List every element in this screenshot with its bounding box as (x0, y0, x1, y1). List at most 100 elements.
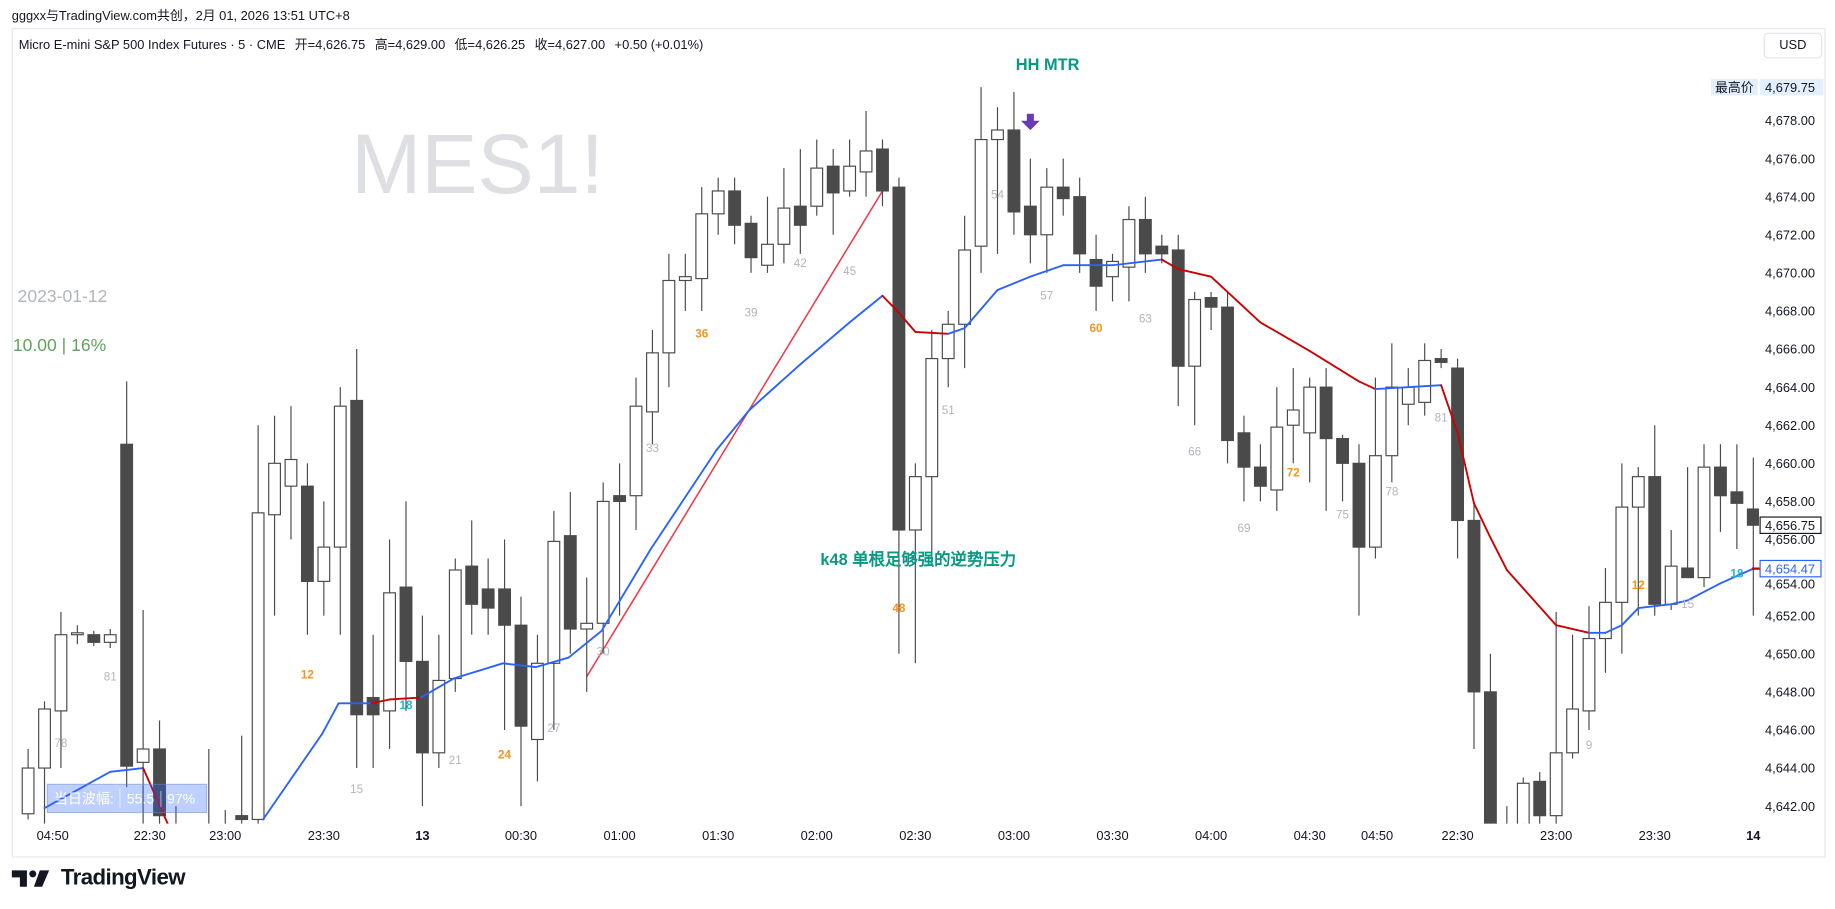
candle (284, 406, 298, 540)
time-tick-label: 14 (1746, 828, 1761, 843)
candle-body (1056, 186, 1070, 200)
candle (87, 630, 101, 647)
candle-body (777, 207, 791, 245)
candle-body (531, 662, 544, 741)
candle-body (120, 443, 134, 767)
candle-body (1237, 432, 1251, 468)
candle (1056, 158, 1070, 216)
bar-count-label: 24 (498, 749, 512, 762)
candle-body (284, 458, 298, 487)
moving-average-segment (1358, 380, 1377, 390)
moving-average-segment (321, 702, 340, 735)
candle-body (1516, 782, 1530, 824)
candle (268, 415, 281, 616)
candle-body (300, 485, 314, 582)
moving-average-segment (388, 696, 422, 701)
time-tick-label: 01:00 (603, 828, 635, 843)
candle-body (1501, 844, 1513, 882)
moving-average-segment (1177, 268, 1213, 278)
candle (1303, 377, 1317, 483)
bar-count-label: 15 (350, 783, 364, 796)
candle-body (1599, 601, 1612, 640)
candle-body (958, 249, 972, 325)
time-tick-label: 23:30 (308, 828, 340, 843)
moving-average-segment (947, 327, 966, 335)
time-tick-label: 23:00 (1540, 828, 1572, 843)
candle (1221, 291, 1234, 464)
candle-body (251, 512, 265, 821)
candle (1089, 234, 1103, 311)
candle (563, 491, 577, 654)
candle (695, 187, 709, 311)
time-tick-label: 23:00 (209, 828, 241, 843)
candle (1418, 343, 1432, 416)
candle (1615, 463, 1629, 654)
candle (908, 463, 922, 664)
down-arrow-icon (1020, 113, 1040, 131)
chart-frame (11, 28, 1826, 858)
tradingview-logo[interactable]: TradingView (11, 866, 186, 892)
candle-body (761, 243, 774, 266)
candle (925, 329, 939, 559)
moving-average-segment (501, 662, 537, 669)
candle (514, 596, 528, 807)
candle (136, 609, 150, 824)
candle-body (415, 660, 429, 754)
candle-body (1336, 437, 1349, 464)
candle (153, 720, 166, 824)
moving-average-segment (799, 321, 851, 366)
candle-body (826, 165, 840, 194)
candle-body (1549, 752, 1563, 817)
candle (1385, 343, 1399, 483)
candle-body (547, 540, 561, 664)
date-annotation: 2023-01-12 (17, 286, 108, 307)
bar-count-label: 51 (942, 404, 955, 417)
candle (120, 381, 134, 788)
candle-body (925, 357, 939, 478)
time-tick-label: 23:30 (1639, 828, 1671, 843)
moving-average-segment (1440, 384, 1459, 434)
price-tick-label: 4,660.00 (1765, 456, 1815, 471)
moving-average-segment (1308, 350, 1360, 383)
candle (580, 577, 594, 692)
candle (974, 87, 988, 273)
legend-symbol[interactable]: Micro E-mini S&P 500 Index Futures · 5 ·… (18, 38, 286, 53)
price-tick-label: 4,646.00 (1765, 723, 1815, 738)
candle-body (1615, 506, 1629, 603)
candle-body (810, 167, 824, 207)
bar-count-label: 45 (843, 265, 857, 278)
high-price-tag-value: 4,679.75 (1765, 80, 1815, 95)
moving-average-segment (1111, 258, 1163, 267)
moving-average-segment (1670, 599, 1689, 606)
bar-count-label: 54 (991, 189, 1005, 202)
candle-body (1533, 780, 1547, 817)
candle (1122, 206, 1136, 302)
moving-average-segment (1637, 603, 1673, 610)
moving-average-segment (1374, 384, 1443, 390)
candle-body (317, 546, 331, 582)
candle (1155, 234, 1169, 264)
moving-average-segment (1505, 569, 1558, 627)
candle (1664, 529, 1678, 610)
candle (481, 558, 495, 635)
credit-line: gggxx与TradingView.com共创，2月 01, 2026 13:5… (11, 9, 350, 24)
candle (596, 482, 610, 654)
candle-body (1566, 708, 1580, 754)
candle-body (1253, 466, 1267, 487)
price-tick-label: 4,670.00 (1765, 266, 1815, 281)
candle-body (1073, 196, 1087, 255)
candle (1533, 771, 1547, 824)
candle-body (613, 495, 627, 502)
moving-average-segment (419, 677, 455, 699)
currency-button[interactable]: USD (1763, 32, 1823, 59)
stat-annotation: 10.00 | 16% (12, 335, 107, 356)
candle (21, 749, 35, 820)
price-tick-label: 4,654.00 (1765, 577, 1815, 592)
bar-count-label: 78 (1385, 486, 1398, 499)
candle-body (1467, 519, 1481, 693)
candle-body (1155, 245, 1169, 255)
range-value: 55.5 (121, 790, 162, 807)
bar-count-label: 36 (695, 328, 709, 341)
